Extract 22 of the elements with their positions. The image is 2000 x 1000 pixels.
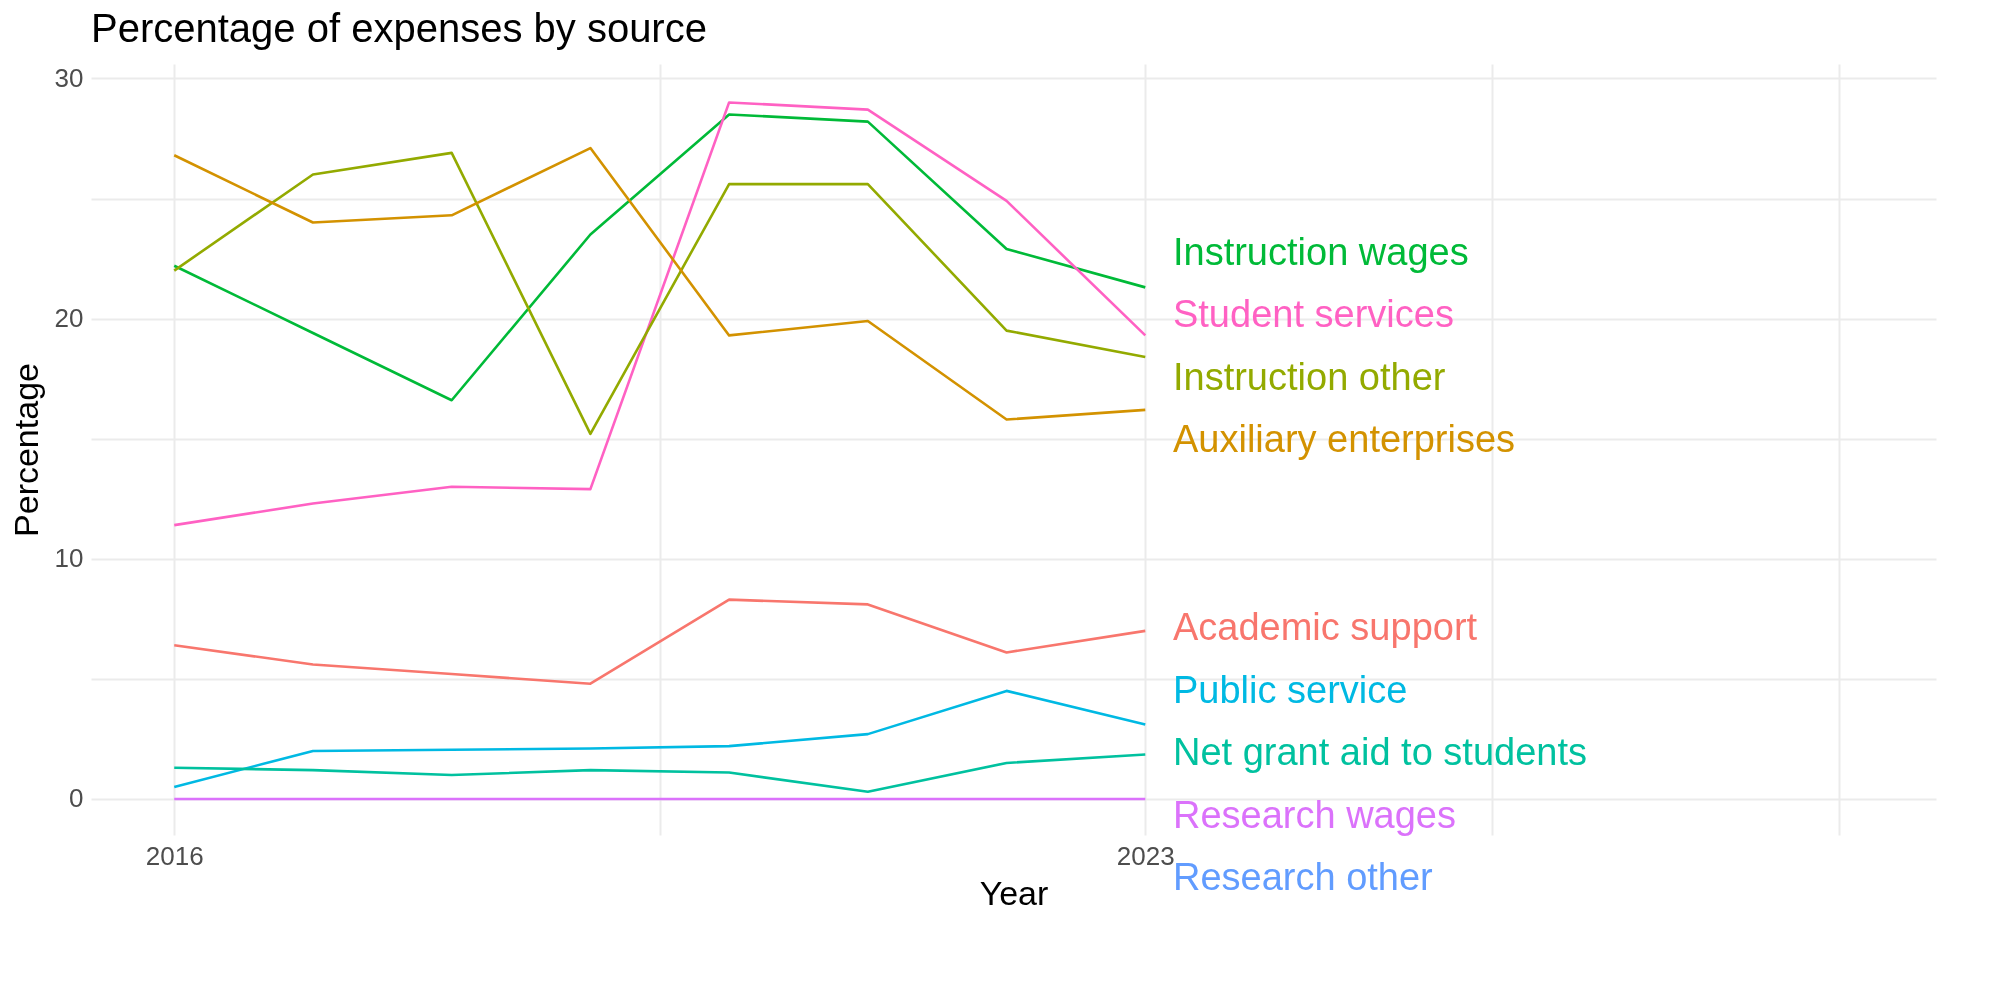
line-series	[172, 598, 1147, 685]
y-tick-label: 20	[54, 303, 84, 334]
x-axis-title: Year	[979, 873, 1049, 912]
x-tick-label: 2023	[1116, 840, 1175, 871]
line-series	[172, 753, 1147, 794]
chart-title: Percentage of expenses by source	[91, 6, 707, 50]
line-series	[172, 113, 1147, 402]
y-axis-title: Percentage	[6, 363, 45, 537]
series-label: Student services	[1172, 293, 1454, 336]
y-tick-label: 0	[69, 783, 84, 814]
y-tick-label: 30	[54, 62, 84, 93]
series-label: Auxiliary enterprises	[1172, 418, 1516, 461]
series-label: Research wages	[1172, 793, 1457, 836]
series-label: Instruction other	[1172, 355, 1446, 398]
series-label: Public service	[1172, 668, 1408, 711]
line-series	[172, 689, 1147, 789]
x-tick-label: 2016	[145, 840, 204, 871]
line-series	[172, 101, 1147, 527]
series-label: Net grant aid to students	[1172, 731, 1587, 774]
series-label: Academic support	[1172, 606, 1478, 649]
series-label: Instruction wages	[1172, 230, 1469, 273]
y-tick-label: 10	[54, 543, 84, 574]
